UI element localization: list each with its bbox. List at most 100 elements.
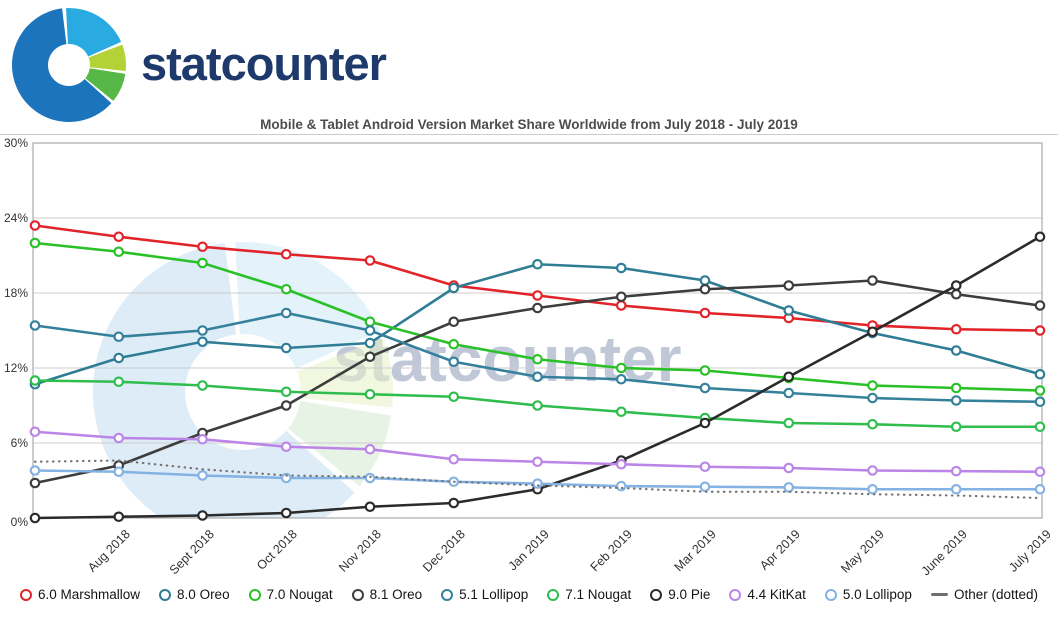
data-point[interactable] [532,371,543,383]
data-point[interactable] [364,316,376,328]
data-point[interactable] [1034,396,1046,408]
data-point[interactable] [615,406,627,418]
data-point[interactable] [783,305,795,316]
data-point[interactable] [197,433,208,445]
data-point[interactable] [29,426,41,438]
data-point[interactable] [364,255,376,266]
data-point[interactable] [532,400,543,411]
data-point[interactable] [699,481,711,493]
data-point[interactable] [950,323,962,335]
data-point[interactable] [197,241,208,253]
data-point[interactable] [532,258,543,270]
data-point[interactable] [867,465,878,476]
data-point[interactable] [950,288,962,300]
data-point[interactable] [615,300,627,311]
data-point[interactable] [783,417,795,429]
data-point[interactable] [783,482,795,493]
data-point[interactable] [29,512,41,524]
data-point[interactable] [867,326,878,338]
data-point[interactable] [867,483,878,495]
data-point[interactable] [950,483,962,495]
data-point[interactable] [950,421,962,433]
data-point[interactable] [1034,466,1046,478]
data-point[interactable] [448,356,460,368]
data-point[interactable] [113,231,125,243]
data-point[interactable] [280,400,292,411]
data-point[interactable] [615,373,627,385]
data-point[interactable] [699,283,711,295]
data-point[interactable] [113,432,125,444]
data-point[interactable] [615,458,627,470]
data-point[interactable] [1034,300,1046,311]
data-point[interactable] [950,465,962,477]
data-point[interactable] [615,480,627,492]
data-point[interactable] [783,462,795,474]
data-point[interactable] [364,351,376,363]
data-point[interactable] [29,465,41,476]
data-point[interactable] [1034,385,1046,396]
data-point[interactable] [364,501,376,513]
data-point[interactable] [532,478,543,489]
data-point[interactable] [950,280,962,291]
data-point[interactable] [29,220,41,231]
data-point[interactable] [448,338,460,350]
data-point[interactable] [950,345,962,356]
data-point[interactable] [867,392,878,404]
data-point[interactable] [783,280,795,291]
data-point[interactable] [29,320,41,331]
data-point[interactable] [364,388,376,400]
data-point[interactable] [113,352,125,364]
data-point[interactable] [197,257,208,269]
data-point[interactable] [532,353,543,365]
data-point[interactable] [113,466,125,478]
data-point[interactable] [113,331,125,343]
data-point[interactable] [699,307,711,319]
data-point[interactable] [113,246,125,258]
data-point[interactable] [615,362,627,374]
data-point[interactable] [448,316,460,328]
data-point[interactable] [364,472,376,484]
data-point[interactable] [364,337,376,349]
data-point[interactable] [1034,368,1046,380]
data-point[interactable] [699,275,711,286]
data-point[interactable] [280,441,292,453]
data-point[interactable] [113,511,125,523]
data-point[interactable] [280,472,292,484]
data-point[interactable] [364,443,376,455]
data-point[interactable] [29,375,41,386]
data-point[interactable] [448,497,460,509]
data-point[interactable] [448,453,460,465]
data-point[interactable] [197,510,208,521]
data-point[interactable] [699,461,711,473]
data-point[interactable] [448,282,460,294]
data-point[interactable] [364,325,376,336]
data-point[interactable] [950,395,962,406]
data-point[interactable] [1034,421,1046,433]
data-point[interactable] [950,382,962,394]
data-point[interactable] [197,470,208,481]
data-point[interactable] [1034,231,1046,243]
data-point[interactable] [699,382,711,394]
data-point[interactable] [280,342,292,354]
data-point[interactable] [448,391,460,403]
data-point[interactable] [699,417,711,429]
data-point[interactable] [280,507,292,519]
data-point[interactable] [280,386,292,398]
data-point[interactable] [699,365,711,376]
data-point[interactable] [197,336,208,348]
data-point[interactable] [532,290,543,301]
data-point[interactable] [113,376,125,388]
data-point[interactable] [1034,325,1046,336]
data-point[interactable] [532,456,543,468]
data-point[interactable] [197,380,208,391]
data-point[interactable] [280,307,292,319]
data-point[interactable] [29,477,41,489]
data-point[interactable] [532,302,543,314]
data-point[interactable] [29,237,41,249]
data-point[interactable] [783,371,795,383]
data-point[interactable] [867,418,878,430]
data-point[interactable] [867,380,878,391]
data-point[interactable] [280,248,292,260]
data-point[interactable] [1034,483,1046,495]
data-point[interactable] [197,325,208,336]
